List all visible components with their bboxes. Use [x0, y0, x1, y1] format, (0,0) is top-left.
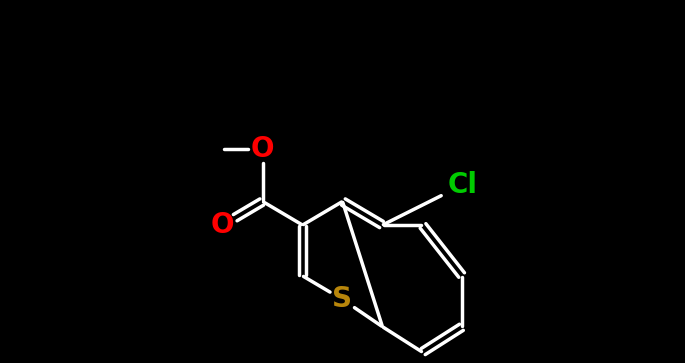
Text: O: O	[251, 135, 275, 163]
Text: Cl: Cl	[447, 171, 477, 199]
Text: S: S	[332, 285, 353, 314]
Text: O: O	[211, 211, 234, 239]
